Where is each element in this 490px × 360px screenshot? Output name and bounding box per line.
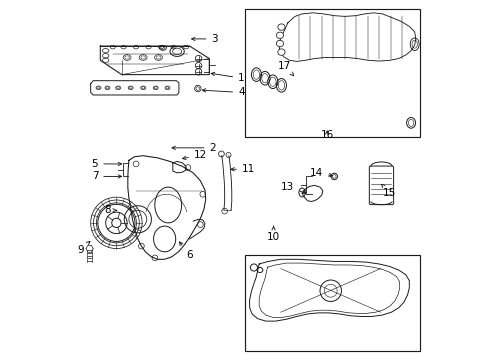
Text: 11: 11 — [231, 164, 255, 174]
Text: 9: 9 — [77, 242, 90, 255]
Text: 4: 4 — [202, 87, 245, 98]
Text: 1: 1 — [211, 72, 245, 83]
Ellipse shape — [276, 40, 284, 47]
Text: 6: 6 — [179, 242, 193, 260]
Text: 2: 2 — [172, 143, 216, 153]
Text: 17: 17 — [278, 61, 294, 76]
Text: 5: 5 — [92, 159, 122, 169]
Text: 8: 8 — [104, 205, 117, 215]
Text: 16: 16 — [320, 130, 334, 140]
Text: 3: 3 — [192, 34, 218, 44]
Text: 10: 10 — [267, 226, 280, 242]
Ellipse shape — [278, 24, 285, 30]
Bar — [245, 255, 420, 351]
Text: 14: 14 — [310, 168, 332, 178]
Text: 7: 7 — [92, 171, 122, 181]
Bar — [245, 9, 420, 137]
Ellipse shape — [276, 32, 284, 39]
Text: 13: 13 — [281, 182, 306, 194]
Text: 12: 12 — [183, 150, 207, 160]
Ellipse shape — [278, 49, 285, 55]
Text: 15: 15 — [381, 184, 396, 198]
